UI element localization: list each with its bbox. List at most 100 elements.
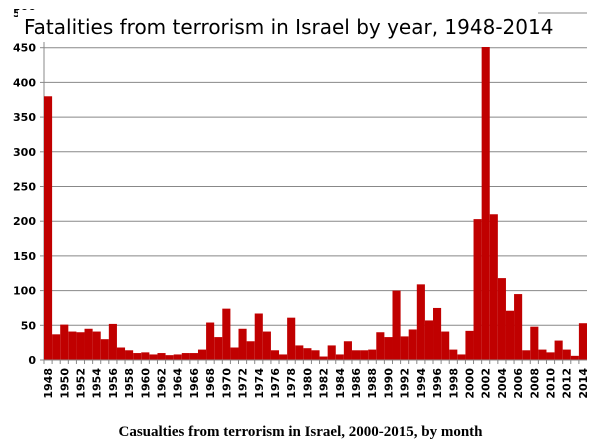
x-tick-label: 1996 — [431, 368, 444, 399]
bar-1971 — [230, 347, 239, 360]
bar-2006 — [514, 294, 523, 360]
x-tick-label: 1992 — [399, 368, 412, 399]
x-tick-label: 1982 — [318, 368, 331, 399]
x-tick-label: 1990 — [382, 368, 395, 399]
bar-1957 — [116, 347, 126, 360]
x-tick-label: 1970 — [220, 368, 233, 399]
bar-1951 — [68, 331, 77, 360]
y-tick-label: 250 — [13, 181, 36, 194]
bar-1972 — [238, 328, 247, 360]
bar-1994 — [416, 284, 425, 360]
bar-1954 — [92, 331, 101, 360]
x-tick-label: 2000 — [463, 368, 476, 399]
bar-2004 — [497, 278, 506, 360]
x-tick-label: 1986 — [350, 368, 363, 399]
bar-1961 — [149, 354, 158, 360]
x-tick-label: 1988 — [366, 368, 379, 399]
y-tick-label: 0 — [28, 354, 36, 367]
y-tick-label: 100 — [13, 285, 36, 298]
bar-1976 — [270, 350, 280, 360]
x-tick-label: 2010 — [545, 368, 558, 399]
bar-1986 — [351, 350, 361, 360]
x-tick-label: 2008 — [528, 368, 541, 399]
bar-1985 — [343, 341, 352, 360]
x-tick-label: 1984 — [334, 368, 347, 399]
bar-1983 — [327, 345, 336, 360]
bar-1963 — [165, 355, 174, 360]
y-tick-label: 400 — [13, 76, 36, 89]
x-tick-label: 1948 — [42, 368, 55, 399]
bar-2013 — [570, 355, 579, 360]
x-tick-label: 1978 — [285, 368, 298, 399]
x-tick-label: 1952 — [74, 368, 87, 399]
bar-1989 — [376, 332, 385, 360]
bar-1979 — [295, 345, 304, 360]
bar-2007 — [522, 350, 531, 360]
x-tick-label: 1962 — [156, 368, 169, 399]
x-tick-label: 1972 — [237, 368, 250, 399]
title-box — [18, 10, 538, 42]
y-tick-label: 450 — [13, 42, 36, 55]
bar-1973 — [246, 341, 255, 360]
bar-2012 — [562, 349, 571, 360]
x-tick-label: 1954 — [91, 368, 104, 399]
bar-1992 — [400, 336, 409, 360]
x-tick-label: 1974 — [253, 368, 266, 399]
x-tick-label: 1956 — [107, 368, 120, 399]
bar-1981 — [311, 350, 320, 360]
bar-1952 — [76, 332, 85, 360]
bar-1955 — [100, 339, 109, 360]
x-tick-label: 1950 — [58, 368, 71, 399]
bar-1993 — [408, 329, 417, 360]
chart-caption: Casualties from terrorism in Israel, 200… — [118, 424, 483, 440]
bar-1977 — [279, 354, 288, 360]
bar-1965 — [181, 353, 190, 360]
y-tick-label: 150 — [13, 250, 36, 263]
bar-1997 — [441, 331, 450, 360]
bar-1960 — [141, 352, 150, 360]
bar-1964 — [173, 354, 182, 360]
bar-1990 — [384, 337, 393, 360]
x-tick-label: 1958 — [123, 368, 136, 399]
bar-2002 — [481, 47, 490, 360]
bar-1996 — [433, 307, 442, 360]
x-tick-label: 1980 — [301, 368, 314, 399]
x-tick-label: 1976 — [269, 368, 282, 399]
bar-1975 — [262, 331, 271, 360]
bar-1998 — [449, 349, 458, 360]
x-tick-label: 1998 — [447, 368, 460, 399]
bar-1991 — [392, 290, 401, 360]
x-tick-label: 1994 — [415, 368, 428, 399]
bar-2000 — [465, 330, 474, 360]
bar-2011 — [554, 340, 563, 360]
bar-1970 — [222, 308, 231, 360]
y-tick-label: 200 — [13, 215, 36, 228]
bar-1956 — [108, 323, 117, 360]
bar-1974 — [254, 313, 263, 360]
x-tick-label: 1964 — [172, 368, 185, 399]
bar-1968 — [206, 322, 215, 360]
bar-2014 — [578, 323, 587, 360]
bar-1949 — [52, 334, 61, 360]
bar-1969 — [214, 337, 223, 360]
bar-1950 — [60, 324, 69, 360]
x-tick-label: 1960 — [139, 368, 152, 399]
x-tick-label: 1968 — [204, 368, 217, 399]
bar-1953 — [84, 328, 93, 360]
bar-1958 — [125, 350, 134, 360]
bar-1987 — [360, 350, 369, 360]
bar-2009 — [538, 349, 547, 360]
bar-1980 — [303, 348, 312, 360]
x-tick-label: 2002 — [480, 368, 493, 399]
bar-1948 — [44, 96, 53, 360]
bar-1984 — [335, 354, 344, 360]
bar-1982 — [319, 356, 328, 360]
bar-1995 — [424, 320, 434, 360]
x-tick-label: 2012 — [561, 368, 574, 399]
x-tick-label: 2006 — [512, 368, 525, 399]
bar-1966 — [189, 353, 198, 360]
chart-title: Fatalities from terrorism in Israel by y… — [24, 15, 553, 39]
bar-1999 — [457, 354, 466, 360]
bar-1967 — [197, 349, 207, 360]
bar-1988 — [368, 349, 377, 360]
